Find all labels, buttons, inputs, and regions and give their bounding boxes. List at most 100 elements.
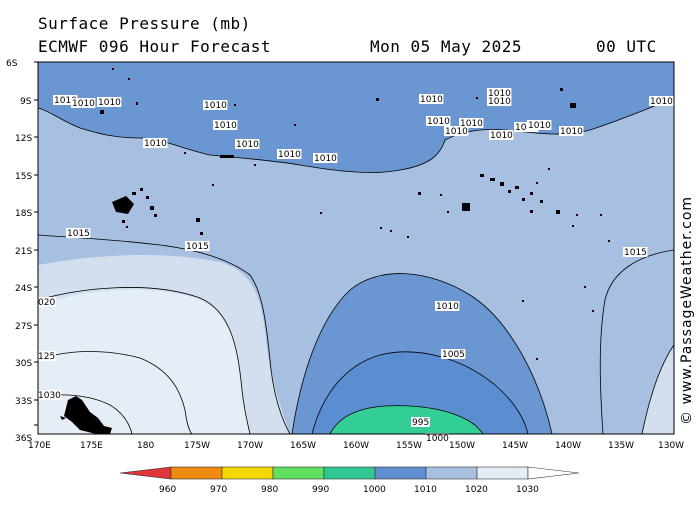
legend-label: 1030 [516, 485, 539, 495]
lat-label: 18S [15, 209, 32, 219]
isobar-label: 1010 [487, 88, 512, 99]
isobar-label: 1010 [435, 301, 460, 312]
isobar-label: 1010 [277, 149, 302, 160]
isobar-label: 1010 [53, 95, 78, 106]
isobar-label: 1010 [235, 139, 260, 150]
isobar-label: 1010 [527, 120, 552, 131]
lon-label: 145W [502, 441, 528, 451]
isobar-label-text: 1010 [278, 150, 301, 160]
isobar-label: 1010 [313, 153, 338, 164]
legend-swatch [170, 466, 223, 480]
isobar-label-text: 995 [412, 418, 429, 428]
lat-label: 24S [15, 284, 32, 294]
isobar-label-text: 1015 [624, 248, 647, 258]
lat-label: 15S [15, 172, 32, 182]
legend-label: 960 [159, 485, 176, 495]
isobar-label-text: 1010 [560, 127, 583, 137]
forecast-time: 00 UTC [596, 37, 657, 56]
islands [58, 68, 610, 434]
isobar-label-text: 1010 [436, 302, 459, 312]
isobar-label-text: 1010 [488, 89, 511, 99]
lon-label: 170E [28, 441, 51, 451]
isobar-label: 1005 [441, 349, 466, 360]
pressure-legend: 960 970 980 990 1000 1010 1020 1030 [119, 466, 580, 495]
isobar-label-text: 1010 [420, 95, 443, 105]
isobar-label: 1010 [459, 118, 484, 129]
isobar-label-text: 1010 [427, 117, 450, 127]
lon-label: 130W [658, 441, 684, 451]
lon-label: 135W [608, 441, 634, 451]
lon-label: 175W [184, 441, 210, 451]
isobar-label-text: 1010 [144, 139, 167, 149]
legend-label: 990 [312, 485, 329, 495]
isobar-label-text: 1000 [426, 434, 449, 444]
lat-label: 21S [15, 247, 32, 257]
lat-axis: 6S 9S 12S 15S 18S 21S 24S 27S 30S 33S 36… [6, 59, 38, 444]
isobar-label-text: 125 [38, 352, 55, 362]
legend-swatch [374, 466, 427, 480]
lon-axis: 170E 175E 180 175W 170W 165W 160W 155W 1… [28, 441, 684, 451]
isobar-label-text: 1010 [204, 101, 227, 111]
isobar-label: 1010 [649, 96, 674, 107]
model-label: ECMWF 096 Hour Forecast [38, 37, 272, 56]
lon-label: 170W [237, 441, 263, 451]
isobar-label: 1000 [425, 433, 450, 444]
isobar-label: 1010 [444, 126, 469, 137]
isobar-1010-trough [291, 273, 553, 435]
lon-label: 150W [449, 441, 475, 451]
isobar-label-text: 1010 [650, 97, 673, 107]
isobar-label-text: 1015 [186, 242, 209, 252]
lon-label: 175E [80, 441, 103, 451]
isobar-label-text: 1010 [490, 131, 513, 141]
forecast-date: Mon 05 May 2025 [370, 37, 522, 56]
lat-label: 36S [15, 434, 32, 444]
field-1005-1010-north [38, 62, 674, 173]
isobar-label: 1010 [71, 98, 96, 109]
legend-swatch [119, 466, 172, 480]
isobar-label: 1010 [203, 100, 228, 111]
isobar-label-text: 1010 [72, 99, 95, 109]
isobar-label-text: 1010 [54, 96, 77, 106]
isobar-label: 1010 [213, 120, 238, 131]
field-995-1000 [330, 405, 483, 434]
field-high-se [642, 345, 674, 434]
isobar-label-text: 1010 [515, 123, 538, 133]
isobar-1000-trough [329, 405, 484, 435]
isobar-label-text: 1010 [236, 140, 259, 150]
isobar-1015-west [37, 234, 291, 435]
credit-text: © www.PassageWeather.com [679, 195, 695, 425]
lat-label: 6S [6, 59, 18, 69]
isobar-label: 1010 [419, 94, 444, 105]
lat-label: 27S [15, 322, 32, 332]
lat-label: 30S [15, 359, 32, 369]
legend-swatch [221, 466, 274, 480]
isobar-label-text: 1005 [442, 350, 465, 360]
isobar-label: 125 [37, 351, 56, 362]
lat-label: 33S [15, 397, 32, 407]
isobar-label: 1010 [143, 138, 168, 149]
isobar-1025-sw [37, 351, 193, 435]
isobar-label-text: 1010 [460, 119, 483, 129]
legend-label: 1020 [465, 485, 488, 495]
isobar-label-text: 1030 [38, 391, 61, 401]
isobar-1020-east [641, 344, 675, 435]
isobar-1015-east [599, 249, 675, 435]
isobar-label: 020 [37, 297, 56, 308]
legend-label: 970 [210, 485, 227, 495]
isobar-1010-north [37, 97, 675, 173]
isobar-label-text: 1010 [488, 97, 511, 107]
isobar-label: 1010 [97, 97, 122, 108]
isobar-label: 1010 [559, 126, 584, 137]
legend-label: 980 [261, 485, 278, 495]
lon-label: 160W [343, 441, 369, 451]
legend-swatch [272, 466, 325, 480]
legend-swatch [476, 466, 529, 480]
legend-swatch [425, 466, 478, 480]
isobar-label-text: 1010 [445, 127, 468, 137]
isobar-label: 1010 [514, 122, 539, 133]
chart-title: Surface Pressure (mb) [38, 14, 251, 33]
lat-label: 12S [15, 134, 32, 144]
isobar-label: 1010 [487, 96, 512, 107]
lon-label: 180 [137, 441, 154, 451]
